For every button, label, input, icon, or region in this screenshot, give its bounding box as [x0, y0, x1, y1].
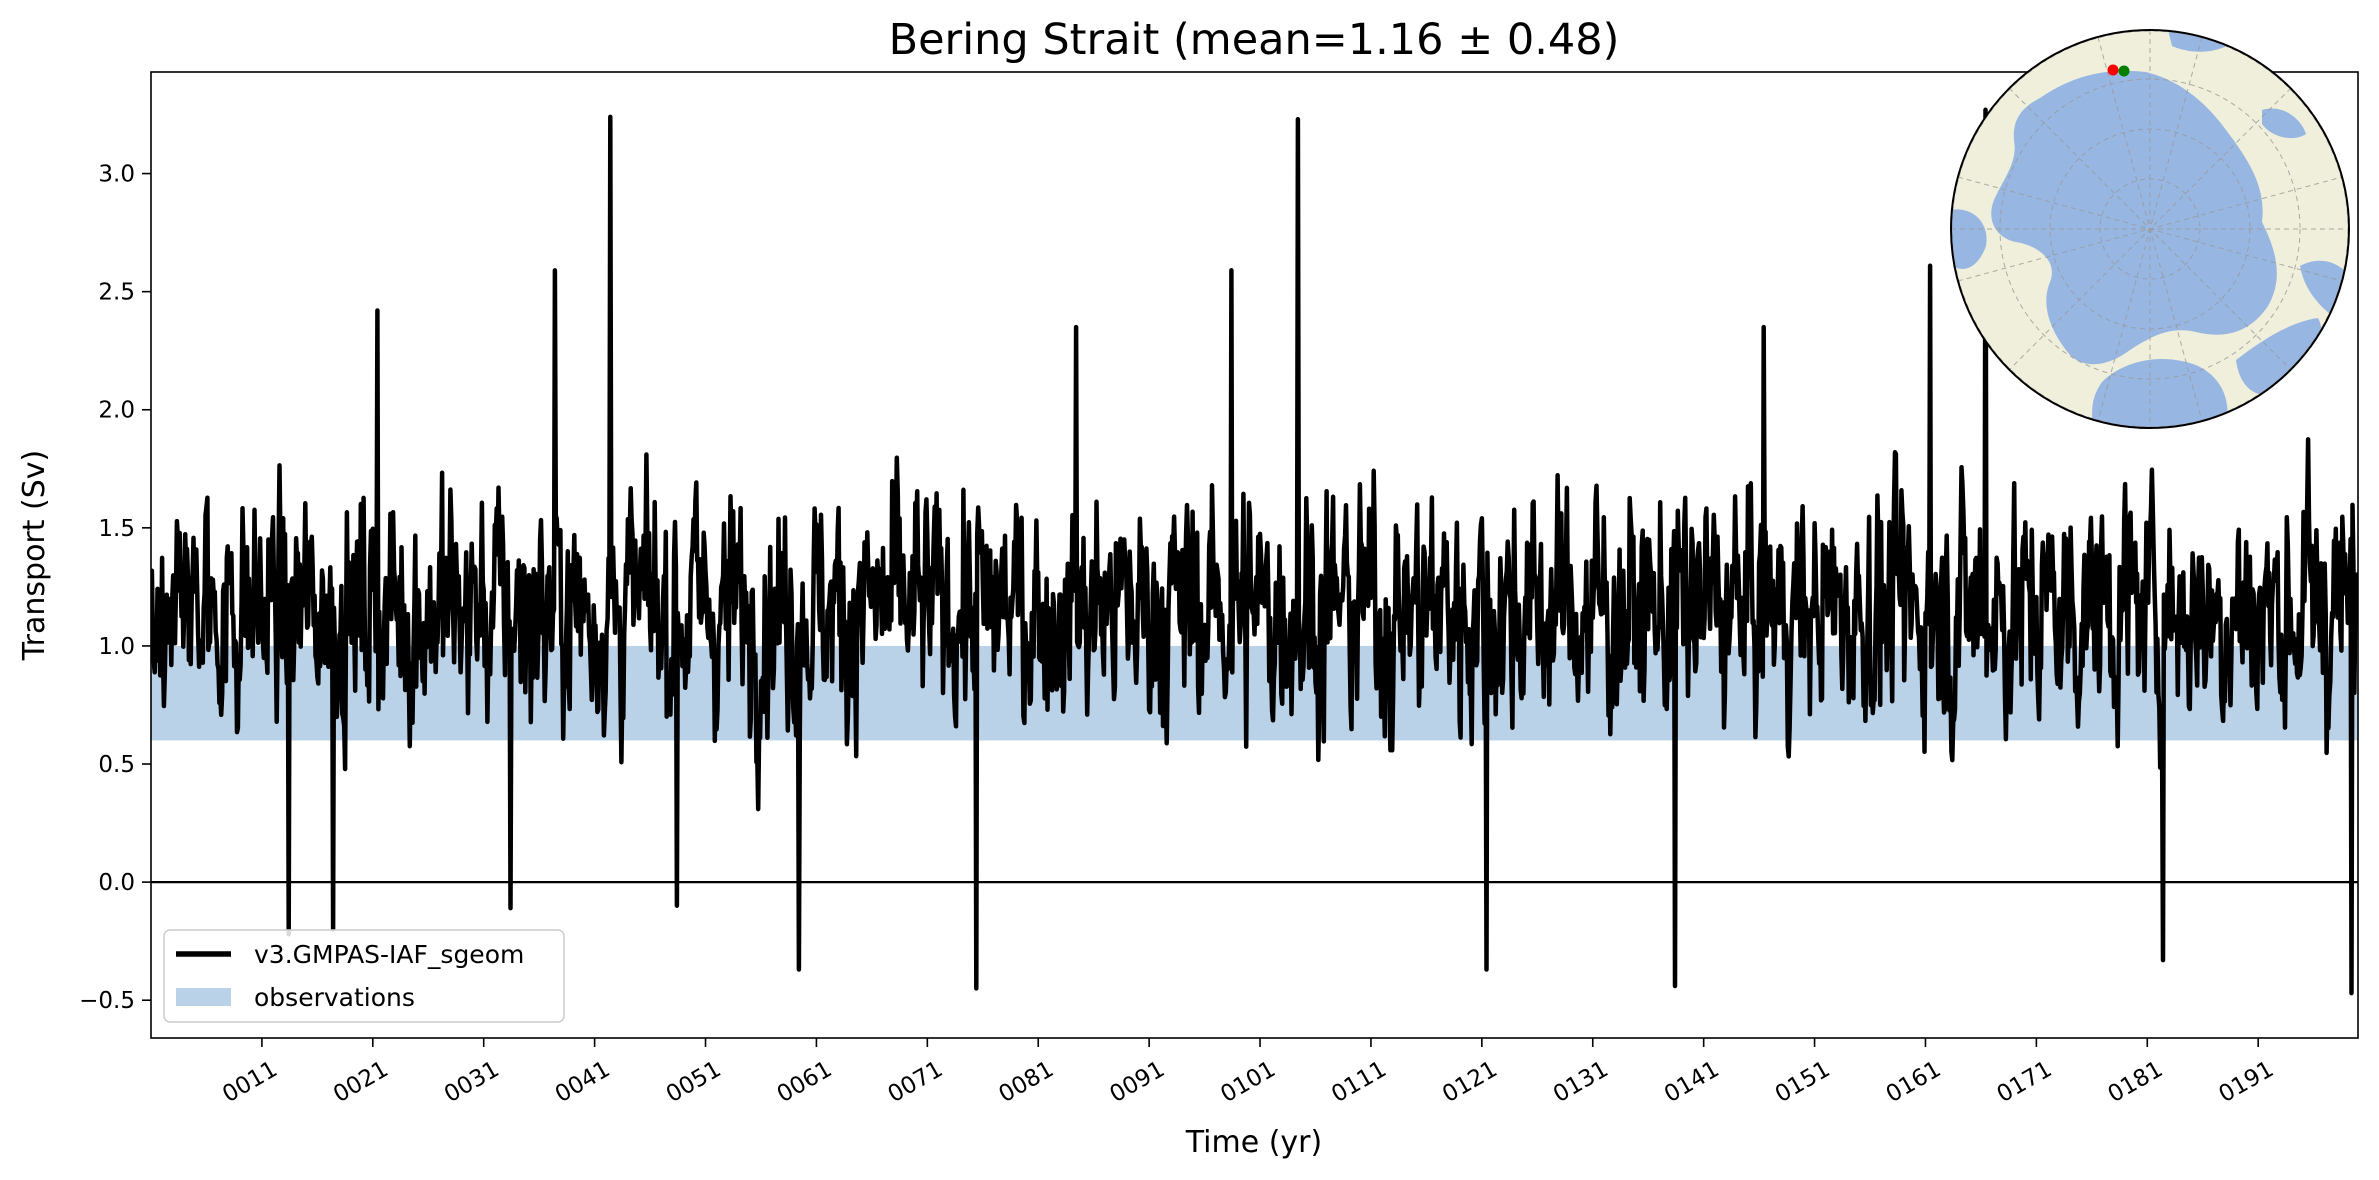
y-axis-ticks: −0.5 0.0 0.5 1.0 1.5 2.0 2.5 3.0	[79, 162, 151, 1014]
series-line	[151, 107, 2358, 996]
y-axis-label: Transport (Sv)	[17, 450, 52, 662]
x-tick-label: 0161	[1882, 1056, 1946, 1108]
y-tick-label: 2.0	[98, 398, 135, 424]
bering-strait-marker-start	[2107, 64, 2119, 76]
y-tick-label: 1.5	[98, 516, 135, 542]
y-tick-label: 0.5	[98, 752, 135, 778]
observations-band-layer	[151, 645, 2358, 741]
legend: v3.GMPAS-IAF_sgeom observations	[163, 929, 565, 1023]
x-tick-label: 0021	[329, 1056, 393, 1108]
plot-frame	[150, 71, 2359, 1039]
legend-box	[163, 929, 565, 1023]
inset-map	[1950, 29, 2350, 429]
y-tick-label: 0.0	[98, 870, 135, 896]
legend-observations-swatch	[176, 988, 231, 1006]
x-tick-label: 0181	[2104, 1056, 2168, 1108]
x-tick-label: 0091	[1105, 1056, 1169, 1108]
y-tick-label: 3.0	[98, 162, 135, 188]
x-tick-label: 0011	[218, 1056, 282, 1108]
x-tick-label: 0121	[1438, 1056, 1502, 1108]
x-tick-label: 0041	[551, 1056, 615, 1108]
x-tick-label: 0051	[662, 1056, 726, 1108]
inset-map-border	[1950, 29, 2350, 429]
x-tick-label: 0031	[440, 1056, 504, 1108]
y-tick-label: −0.5	[79, 988, 135, 1014]
y-tick-label: 2.5	[98, 280, 135, 306]
x-tick-label: 0061	[773, 1056, 837, 1108]
x-tick-label: 0141	[1660, 1056, 1724, 1108]
y-tick-label: 1.0	[98, 634, 135, 660]
x-tick-label: 0101	[1216, 1056, 1280, 1108]
series-layer	[151, 107, 2358, 996]
x-tick-label: 0131	[1549, 1056, 1613, 1108]
observations-band	[151, 645, 2358, 741]
inset-map-ocean	[1951, 30, 2349, 428]
x-axis-label: Time (yr)	[1185, 1125, 1322, 1160]
legend-observations-label: observations	[254, 983, 415, 1012]
x-tick-label: 0081	[995, 1056, 1059, 1108]
x-tick-label: 0191	[2214, 1056, 2278, 1108]
chart-title: Bering Strait (mean=1.16 ± 0.48)	[889, 15, 1620, 65]
bering-strait-marker-end	[2118, 65, 2130, 77]
x-axis-ticks: 0011 0021 0031 0041 0051 0061 0071 0081 0091 0101…	[218, 1038, 2278, 1108]
x-tick-label: 0171	[1993, 1056, 2057, 1108]
legend-series-label: v3.GMPAS-IAF_sgeom	[254, 940, 524, 969]
x-tick-label: 0151	[1771, 1056, 1835, 1108]
x-tick-label: 0111	[1327, 1056, 1391, 1108]
x-tick-label: 0071	[884, 1056, 948, 1108]
